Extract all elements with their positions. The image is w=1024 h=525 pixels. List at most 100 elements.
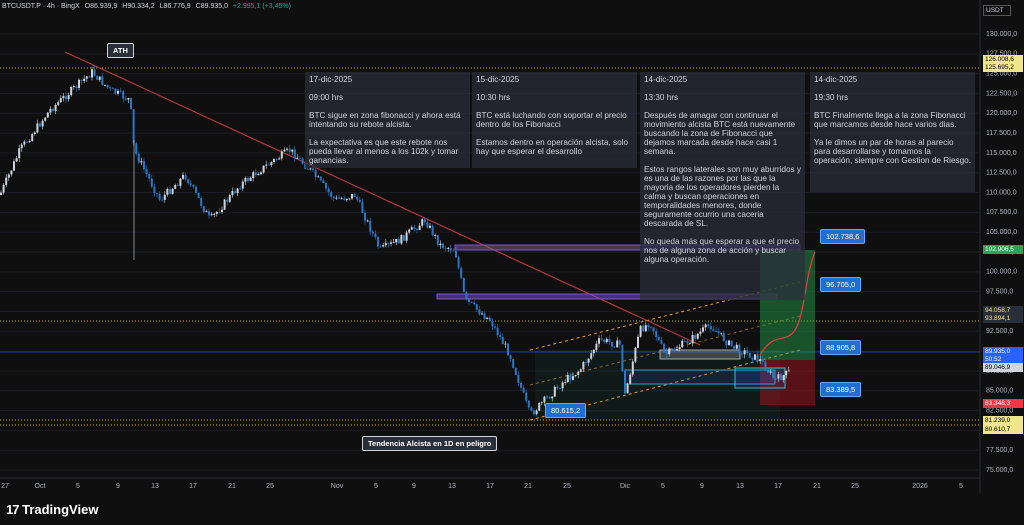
note-time: 09:00 hrs	[309, 93, 344, 102]
candle-body	[473, 302, 476, 305]
note-paragraph: Estos rangos laterales son muy aburridos…	[644, 165, 802, 228]
candle-body	[280, 151, 283, 159]
price-tick-label: 75.000,0	[986, 467, 1013, 474]
candle-body	[431, 225, 434, 236]
candle-body	[46, 112, 49, 118]
candle-body	[278, 158, 281, 160]
candle-body	[644, 325, 647, 332]
candle-body	[286, 148, 288, 150]
candle-body	[751, 357, 754, 360]
candle-body	[252, 172, 255, 178]
candle-body	[244, 177, 247, 182]
candle-body	[683, 340, 686, 342]
candle-body	[715, 330, 717, 332]
candle-body	[135, 143, 138, 154]
candle-body	[689, 343, 691, 344]
candle-body	[579, 369, 582, 372]
candle-body	[400, 235, 403, 244]
candle-body	[174, 185, 177, 189]
note-paragraph: BTC está luchando con soportar el precio…	[476, 111, 627, 129]
candle-body	[392, 242, 395, 244]
date-tick-label: 21	[813, 483, 821, 490]
candle-body	[592, 349, 595, 354]
candle-body	[293, 149, 296, 159]
candle-body	[176, 185, 179, 186]
candle-body	[5, 177, 8, 185]
candle-body	[369, 220, 372, 232]
candle-body	[600, 338, 603, 340]
price-tag: 125.695,2	[983, 63, 1023, 72]
high: H90.334,2	[122, 3, 155, 10]
candle-body	[613, 346, 616, 348]
date-tick-label: 13	[448, 483, 456, 490]
candle-body	[512, 359, 515, 368]
candle-body	[655, 331, 658, 338]
date-tick-label: 21	[228, 483, 236, 490]
candle-body	[722, 332, 725, 341]
candle-body	[189, 183, 192, 185]
candle-body	[618, 340, 621, 345]
candle-body	[486, 317, 489, 319]
candle-body	[442, 243, 444, 249]
candle-body	[44, 117, 47, 121]
candle-body	[556, 386, 559, 389]
date-tick-label: 9	[700, 483, 704, 490]
candle-body	[15, 158, 18, 162]
candle-body	[171, 188, 174, 194]
target-label: 102.738,6	[820, 229, 866, 244]
candle-body	[650, 327, 652, 328]
price-tick-label: 77.500,0	[986, 447, 1013, 454]
candle-body	[161, 199, 164, 201]
candle-body	[777, 374, 780, 379]
candle-body	[546, 396, 548, 398]
candle-body	[657, 337, 660, 341]
candle-body	[7, 174, 10, 178]
candle-body	[234, 191, 236, 194]
price-tick-label: 125.000,0	[986, 70, 1017, 77]
candle-body	[18, 148, 21, 159]
channel	[529, 349, 801, 421]
candle-body	[418, 225, 421, 230]
date-tick-label: 2026	[912, 483, 928, 490]
date-tick-label: Nov	[331, 483, 344, 490]
candle-body	[764, 361, 767, 371]
candle-body	[387, 243, 390, 244]
candle-body	[631, 361, 634, 375]
candle-body	[725, 340, 728, 346]
candle-body	[296, 157, 299, 159]
price-tick-label: 92.500,0	[986, 328, 1013, 335]
candle-body	[309, 168, 312, 170]
candle-body	[288, 148, 291, 152]
candle-body	[13, 161, 15, 171]
candle-body	[218, 212, 221, 213]
note-date: 15-dic-2025	[476, 75, 520, 84]
candle-body	[429, 225, 431, 228]
candle-body	[67, 95, 70, 100]
date-tick-label: 9	[116, 483, 120, 490]
symbol: BTCUSDT.P · 4h · BingX	[2, 3, 80, 10]
candle-body	[106, 84, 109, 88]
candle-body	[384, 243, 387, 246]
candle-body	[527, 400, 530, 408]
channel	[529, 281, 801, 351]
candle-body	[434, 234, 437, 236]
candle-body	[491, 320, 494, 327]
candle-body	[543, 396, 546, 403]
candle-body	[127, 98, 130, 100]
candle-body	[566, 374, 569, 382]
candle-body	[184, 174, 187, 180]
candle-body	[629, 374, 632, 384]
candle-body	[769, 371, 772, 373]
candle-body	[228, 195, 231, 202]
candle-body	[239, 188, 242, 190]
candle-body	[291, 149, 294, 152]
candle-body	[551, 396, 554, 399]
candle-body	[124, 98, 127, 100]
candle-body	[634, 347, 637, 362]
date-tick-label: 21	[524, 483, 532, 490]
candle-body	[249, 177, 252, 181]
candle-body	[33, 132, 36, 135]
candle-body	[585, 362, 587, 363]
candle-body	[730, 340, 733, 346]
candle-body	[538, 402, 541, 411]
